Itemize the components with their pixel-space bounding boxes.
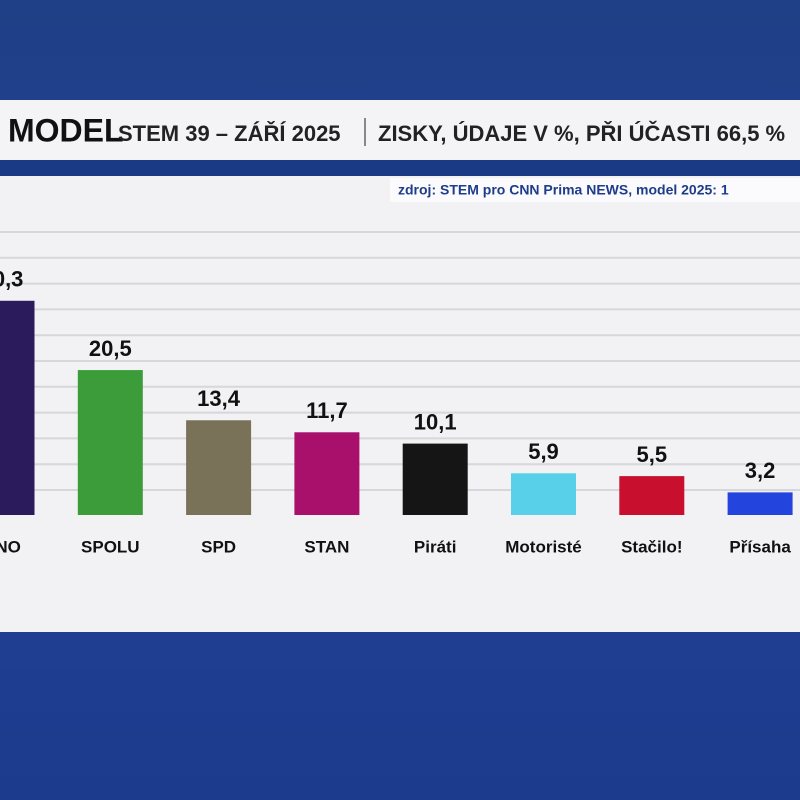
category-label: SPOLU — [81, 537, 140, 556]
value-label: 10,1 — [414, 409, 457, 434]
bar — [77, 370, 143, 515]
title-band — [0, 100, 800, 160]
source-band — [390, 178, 800, 202]
bar — [0, 300, 35, 515]
value-label: 3,2 — [745, 458, 776, 483]
source: zdroj: STEM pro CNN Prima NEWS, model 20… — [398, 182, 729, 198]
bar — [294, 432, 360, 515]
bar — [727, 492, 793, 515]
bar — [619, 476, 685, 515]
chart-title: MODEL — [8, 112, 124, 148]
chart-subtitle: STEM 39 – ZÁŘÍ 2025 — [118, 121, 341, 146]
value-label: 5,5 — [637, 442, 668, 467]
value-label: 20,5 — [89, 336, 132, 361]
category-label: Piráti — [414, 537, 457, 556]
bar — [186, 420, 252, 515]
value-label: 13,4 — [197, 386, 241, 411]
title-stripe — [0, 160, 800, 176]
category-label: Přísaha — [729, 537, 791, 556]
chart-description: ZISKY, ÚDAJE V %, PŘI ÚČASTI 66,5 % — [378, 121, 785, 146]
bar — [402, 443, 468, 515]
category-label: STAN — [304, 537, 349, 556]
category-label: SPD — [201, 537, 236, 556]
category-label: ANO — [0, 537, 21, 556]
category-label: Motoristé — [505, 537, 582, 556]
value-label: 5,9 — [528, 439, 559, 464]
category-label: Stačilo! — [621, 537, 682, 556]
bar — [511, 473, 576, 515]
value-label: 30,3 — [0, 267, 23, 292]
value-label: 11,7 — [306, 398, 348, 423]
